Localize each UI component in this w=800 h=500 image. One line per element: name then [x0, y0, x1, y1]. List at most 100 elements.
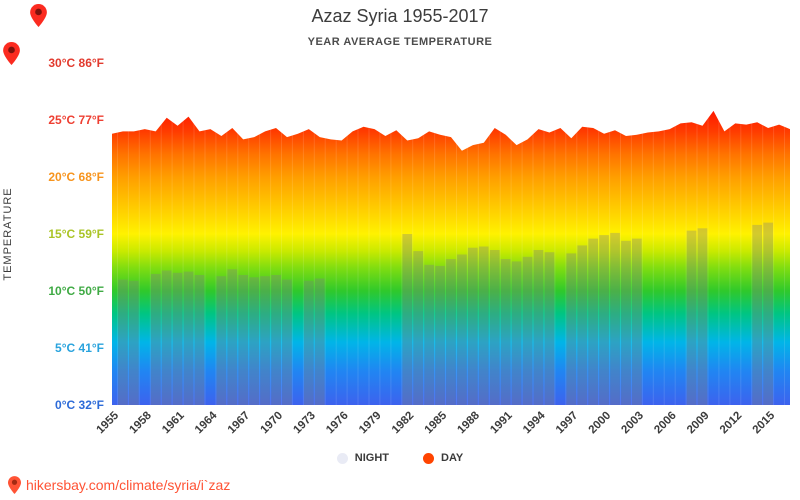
night-bar	[216, 276, 227, 405]
x-tick: 1991	[488, 409, 515, 436]
night-bar-overlay	[304, 280, 314, 405]
night-bar	[424, 264, 434, 405]
x-tick: 1988	[455, 409, 482, 436]
night-bar-overlay	[478, 246, 489, 405]
night-bar-overlay	[511, 261, 522, 405]
x-tick: 2009	[685, 410, 712, 437]
night-bar-overlay	[446, 259, 456, 405]
x-tick: 1985	[423, 409, 450, 436]
page-title: Azaz Syria 1955-2017	[311, 6, 489, 26]
x-tick-label: 1973	[291, 410, 318, 437]
night-bar-overlay	[216, 276, 227, 405]
x-tick: 2003	[619, 410, 646, 437]
x-tick-label: 1988	[455, 409, 482, 436]
night-bar	[752, 224, 762, 405]
night-bar	[511, 261, 522, 405]
night-dot-icon	[336, 452, 348, 464]
night-bar-overlay	[468, 247, 478, 405]
night-bar	[446, 259, 456, 405]
night-bar-overlay	[238, 275, 249, 405]
footer-link[interactable]: hikersbay.com/climate/syria/i`zaz	[26, 477, 231, 493]
x-tick: 1967	[226, 410, 253, 437]
night-bar	[577, 245, 588, 405]
night-bar-overlay	[227, 269, 238, 405]
x-tick: 2006	[652, 410, 679, 437]
night-bar	[478, 246, 489, 405]
night-bar-overlay	[260, 276, 270, 405]
night-bar	[402, 234, 413, 405]
night-bar-overlay	[118, 279, 128, 405]
x-tick: 1973	[291, 410, 318, 437]
night-bar-overlay	[314, 278, 325, 405]
night-bar-overlay	[413, 251, 423, 405]
x-tick-label: 1979	[357, 410, 384, 437]
night-bar-overlay	[129, 280, 139, 405]
x-tick-label: 2012	[718, 410, 745, 437]
legend-night-label: NIGHT	[354, 452, 389, 464]
footer: hikersbay.com/climate/syria/i`zaz	[8, 476, 230, 494]
night-bar-overlay	[610, 232, 620, 405]
x-tick: 1994	[521, 409, 548, 436]
night-bar	[599, 235, 609, 405]
location-pin-icon	[8, 476, 21, 494]
night-bar	[118, 279, 128, 405]
day-area	[112, 110, 790, 406]
night-bar	[161, 270, 172, 405]
legend-item-night[interactable]: NIGHT	[336, 452, 389, 464]
page-subtitle: YEAR AVERAGE TEMPERATURE	[307, 36, 493, 48]
y-tick-label: 0°C 32°F	[55, 398, 104, 412]
night-bar	[304, 280, 314, 405]
night-bar	[227, 269, 238, 405]
night-bar	[435, 265, 445, 405]
x-tick: 1958	[127, 409, 154, 436]
day-dot-icon	[423, 452, 434, 464]
map-pin-icon	[3, 42, 20, 65]
x-tick-label: 1964	[193, 409, 220, 436]
night-bar	[632, 238, 642, 405]
legend-item-day[interactable]: DAY	[423, 452, 463, 464]
x-tick-label: 1982	[390, 410, 417, 437]
night-bar-overlay	[599, 235, 609, 405]
x-tick: 1955	[95, 409, 122, 436]
night-bar-overlay	[161, 270, 172, 405]
x-tick: 2000	[587, 410, 614, 437]
x-tick-label: 2000	[587, 410, 614, 437]
night-bar	[172, 272, 183, 405]
x-tick: 2015	[751, 409, 778, 436]
night-bar	[314, 278, 325, 405]
night-bar	[566, 253, 577, 405]
night-bar	[621, 240, 631, 405]
night-bar-overlay	[500, 259, 511, 405]
y-tick-label: 10°C 50°F	[48, 284, 104, 298]
night-bar-overlay	[457, 254, 467, 405]
night-bar-overlay	[763, 222, 773, 405]
x-tick-label: 1958	[127, 409, 154, 436]
night-bar-overlay	[544, 252, 555, 405]
night-bar-overlay	[435, 265, 445, 405]
night-bar	[533, 250, 544, 405]
x-tick-label: 1967	[226, 410, 253, 437]
night-bar	[249, 277, 259, 405]
x-tick-label: 2015	[751, 409, 778, 436]
night-bar	[150, 273, 161, 405]
night-bar-overlay	[686, 230, 697, 405]
night-bar	[544, 252, 555, 405]
night-bar-overlay	[533, 250, 544, 405]
x-tick-label: 1985	[423, 409, 450, 436]
night-bar-overlay	[752, 224, 762, 405]
x-tick: 1982	[390, 410, 417, 437]
night-bar-overlay	[577, 245, 588, 405]
night-bar-overlay	[194, 275, 205, 405]
night-bar	[489, 250, 500, 405]
night-bar	[238, 275, 249, 405]
x-tick-label: 1997	[554, 410, 581, 437]
x-tick-label: 1955	[95, 409, 122, 436]
night-bar-overlay	[282, 279, 292, 405]
x-tick: 1964	[193, 409, 220, 436]
x-tick-label: 1994	[521, 409, 548, 436]
x-tick-label: 1961	[160, 409, 187, 436]
night-bar-overlay	[150, 273, 161, 405]
night-bar-overlay	[621, 240, 631, 405]
